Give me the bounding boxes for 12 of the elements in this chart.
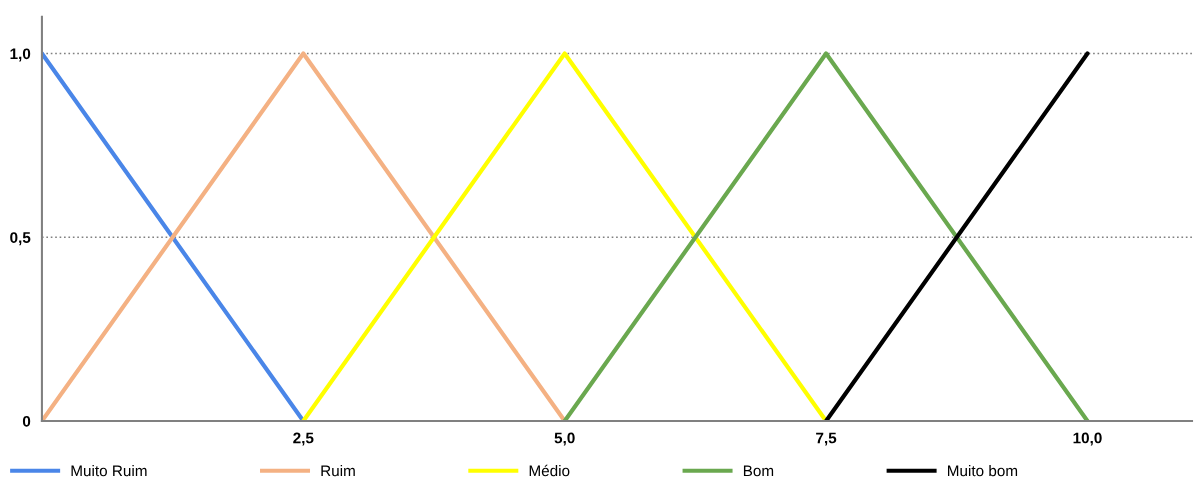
legend-label: Muito Ruim	[71, 465, 147, 477]
y-tick-label: 0,5	[10, 232, 31, 246]
y-tick-label: 1,0	[10, 48, 31, 62]
legend-label: Médio	[529, 464, 570, 477]
legend-label: Muito bom	[948, 465, 1018, 477]
legend-label: Bom	[743, 465, 774, 477]
legend-label: Ruim	[321, 465, 355, 477]
x-tick-label: 2,5	[293, 432, 314, 446]
x-tick-label: 5,0	[554, 432, 575, 446]
x-tick-label: 10,0	[1073, 432, 1102, 446]
y-tick-label: 0	[22, 415, 31, 427]
x-tick-label: 7,5	[816, 432, 837, 446]
